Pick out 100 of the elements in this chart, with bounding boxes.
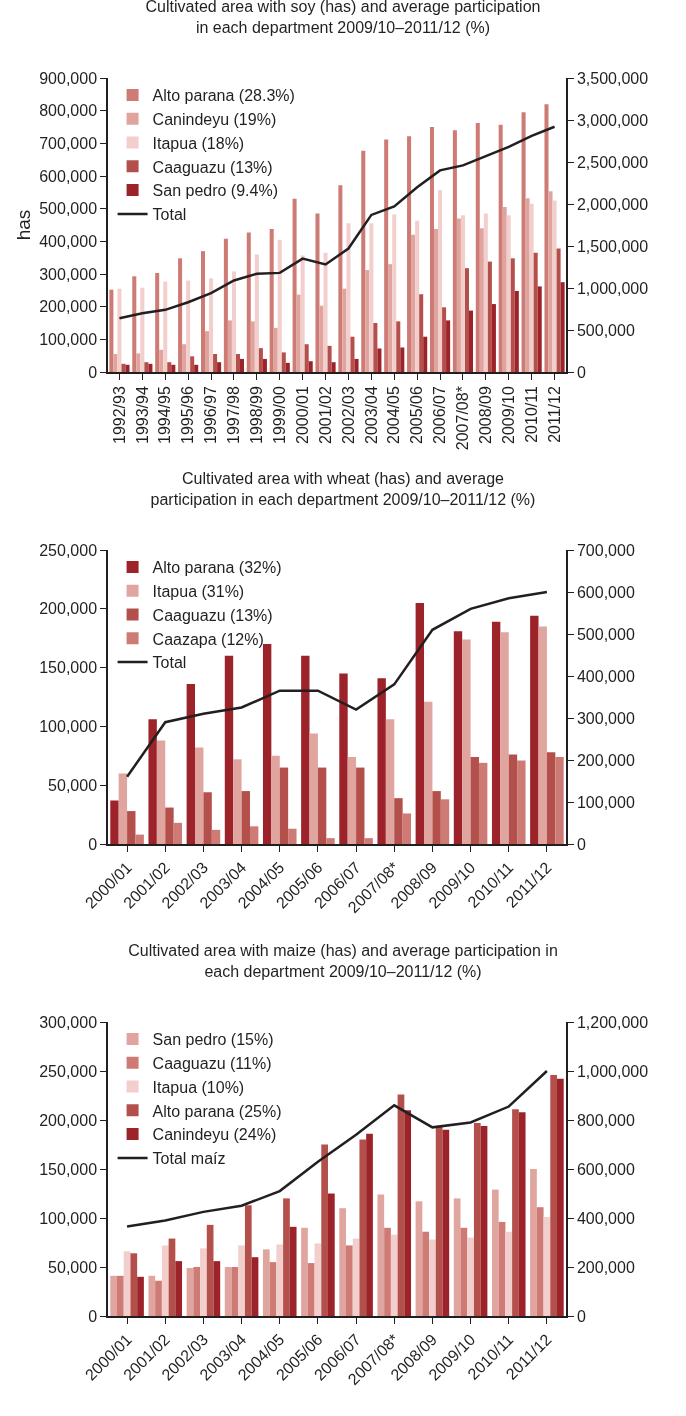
bar <box>452 130 457 372</box>
bar <box>258 348 263 372</box>
bar <box>251 1257 259 1316</box>
bar <box>296 294 301 372</box>
bar <box>533 252 538 372</box>
bar <box>400 347 405 372</box>
bar <box>304 344 309 372</box>
bar <box>118 773 128 844</box>
bar <box>350 336 355 372</box>
bar <box>321 1144 328 1316</box>
y-tick-label: 200,000 <box>39 298 98 316</box>
bar <box>415 220 420 372</box>
legend-label: Caaguazu (11%) <box>152 1054 272 1072</box>
legend-label: Canindeyu (24%) <box>152 1126 277 1144</box>
legend-label: San pedro (15%) <box>152 1031 274 1049</box>
bar <box>556 1078 564 1316</box>
bar <box>193 1267 201 1316</box>
legend-label: Canindeyu (19%) <box>152 110 277 128</box>
bar <box>377 678 386 844</box>
bar <box>491 1189 499 1316</box>
bar <box>178 258 183 372</box>
bar <box>331 362 336 372</box>
legend-label: Total maíz <box>152 1150 226 1168</box>
bar <box>213 354 218 372</box>
bar <box>342 288 347 372</box>
y2-tick-label: 1,000,000 <box>576 1062 649 1080</box>
x-tick-label: 2009/10 <box>499 386 517 444</box>
bar <box>323 252 328 372</box>
bar <box>505 1231 513 1316</box>
y2-tick-label: 0 <box>576 835 586 853</box>
x-tick-label: 1994/95 <box>156 386 174 444</box>
bar <box>514 290 519 372</box>
y-tick-label: 50,000 <box>48 1258 98 1276</box>
bar <box>530 615 539 844</box>
x-tick-label: 1995/96 <box>179 386 197 444</box>
y2-tick-label: 100,000 <box>576 793 635 811</box>
bar <box>347 756 357 844</box>
y2-tick-label: 200,000 <box>576 1258 635 1276</box>
bar <box>396 321 401 372</box>
bar <box>544 104 549 372</box>
legend-label: Alto parana (25%) <box>152 1102 282 1120</box>
bar <box>538 626 547 844</box>
bar <box>419 294 424 372</box>
bar <box>240 358 245 372</box>
y2-tick-label: 3,000,000 <box>576 111 649 129</box>
x-tick-label: 1998/99 <box>248 386 266 444</box>
bar <box>491 304 496 372</box>
bar <box>377 348 382 372</box>
bar <box>442 307 447 372</box>
bar <box>525 198 530 372</box>
bar <box>530 1169 537 1316</box>
bar <box>182 344 187 372</box>
bar <box>209 278 214 372</box>
bar <box>165 807 174 844</box>
bar <box>148 1275 156 1316</box>
bar <box>314 1243 322 1316</box>
legend-label: Total <box>152 206 187 224</box>
y2-tick-label: 400,000 <box>576 667 635 685</box>
bar <box>407 136 412 372</box>
bar <box>469 310 474 372</box>
y2-tick-label: 600,000 <box>576 1160 635 1178</box>
y-tick-label: 0 <box>88 363 98 381</box>
bar <box>132 276 137 372</box>
y2-tick-label: 1,200,000 <box>576 1013 649 1031</box>
bar <box>548 191 553 372</box>
bar <box>500 632 509 844</box>
bar <box>148 363 153 372</box>
y2-tick-label: 200,000 <box>576 751 635 769</box>
bar <box>235 354 240 372</box>
bar <box>555 756 564 844</box>
bar <box>283 1198 290 1316</box>
y-tick-label: 0 <box>88 835 98 853</box>
bar <box>249 826 259 844</box>
bar <box>411 234 416 372</box>
bar <box>262 1249 270 1316</box>
bar <box>475 123 480 372</box>
legend-label: Itapua (31%) <box>152 582 245 600</box>
y-tick-label: 100,000 <box>39 718 98 735</box>
bar <box>369 223 374 372</box>
bar <box>223 238 228 372</box>
x-tick-label: 2000/01 <box>293 386 311 444</box>
bar <box>402 813 412 844</box>
bar <box>483 213 488 372</box>
y-tick-label: 700,000 <box>39 134 98 152</box>
x-tick-label: 1996/97 <box>202 386 220 444</box>
bar <box>518 1112 526 1316</box>
bar <box>440 799 450 844</box>
chart-title: Cultivated area with wheat (has) and average participation in each department 2009/10–2011/12 (%) <box>150 469 536 508</box>
x-tick-label: 2010/11 <box>522 386 540 443</box>
y2-tick-label: 3,500,000 <box>576 69 649 87</box>
legend-label: Total <box>152 654 187 672</box>
bar <box>442 1129 450 1316</box>
bar <box>288 828 297 844</box>
chart-title: Cultivated area with maize (has) and average participation in each department 2009/10–2011/12 (%) <box>128 941 558 980</box>
bar <box>498 124 503 372</box>
bar <box>285 362 290 372</box>
bar <box>384 139 389 372</box>
bar <box>508 754 518 844</box>
y-tick-label: 400,000 <box>39 232 98 250</box>
x-tick-label: 2001/02 <box>316 386 334 444</box>
